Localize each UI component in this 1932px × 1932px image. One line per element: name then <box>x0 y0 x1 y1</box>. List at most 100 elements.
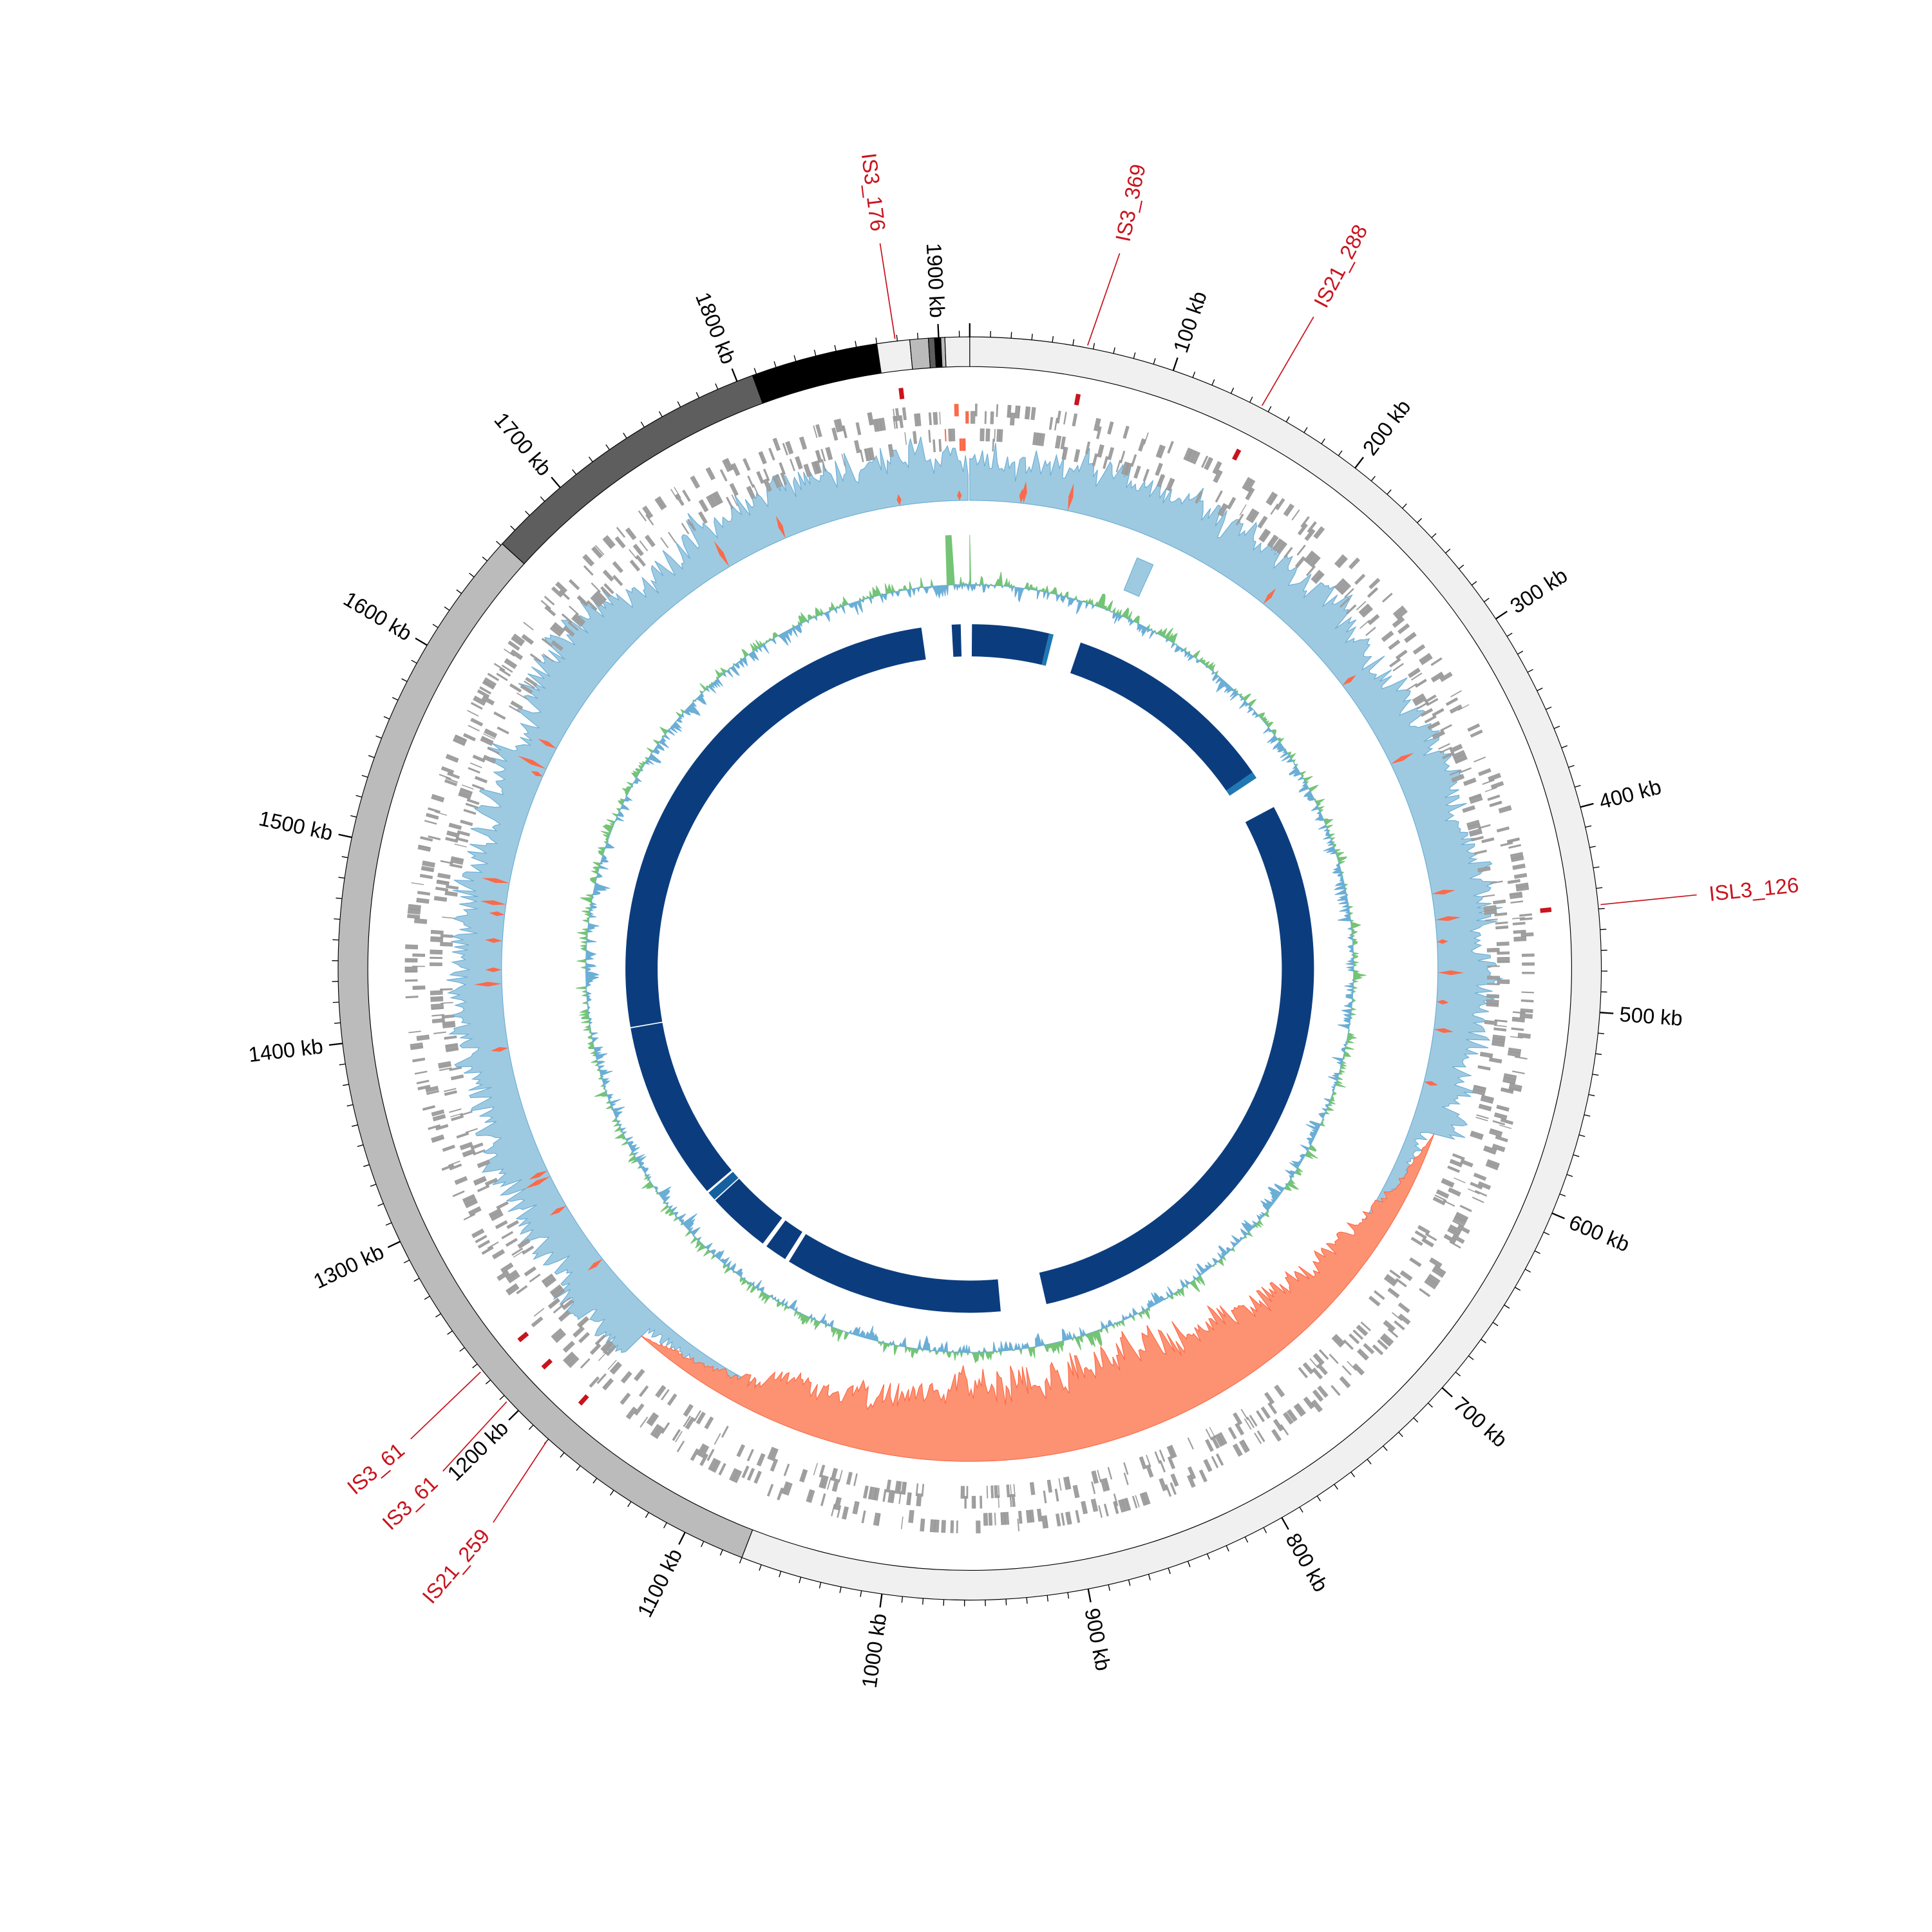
minor-tick <box>528 1425 534 1430</box>
major-tick <box>551 477 561 488</box>
tick-label: 1100 kb <box>632 1544 687 1620</box>
minor-tick <box>332 1001 339 1003</box>
minor-tick <box>1072 339 1075 346</box>
gc-content-above-mean <box>576 535 1367 1364</box>
is-element-marker <box>578 1394 589 1406</box>
minor-tick <box>677 401 681 408</box>
minor-tick <box>1133 352 1136 359</box>
major-tick <box>1441 1387 1453 1397</box>
minor-tick <box>1005 1598 1007 1605</box>
minor-tick <box>403 1260 410 1264</box>
major-tick <box>879 1593 883 1608</box>
minor-tick <box>1458 564 1464 569</box>
is-leader-line <box>410 1371 481 1440</box>
minor-tick <box>1148 1574 1151 1580</box>
contig-segment <box>752 343 882 404</box>
is-leader-line <box>442 1401 507 1472</box>
minor-tick <box>1338 450 1343 456</box>
major-tick <box>1495 611 1508 620</box>
minor-tick <box>1370 475 1376 482</box>
minor-tick <box>496 540 502 546</box>
minor-tick <box>1187 1561 1191 1567</box>
inner-ring-segment <box>951 624 962 657</box>
minor-tick <box>1546 706 1552 710</box>
is-leader-line <box>879 243 896 339</box>
minor-tick <box>1543 1231 1550 1235</box>
major-tick <box>1551 1212 1565 1220</box>
minor-tick <box>525 511 530 516</box>
minor-tick <box>334 918 341 920</box>
minor-tick <box>1593 866 1600 869</box>
is-leader-line <box>1261 316 1314 406</box>
tick-label: 400 kb <box>1596 774 1663 813</box>
minor-tick <box>1367 1459 1372 1464</box>
tick-label: 300 kb <box>1506 563 1571 618</box>
tick-label: 900 kb <box>1080 1606 1115 1672</box>
minor-tick <box>540 496 545 502</box>
inner-ring-segment <box>789 1234 1001 1313</box>
minor-tick <box>424 1296 430 1300</box>
minor-tick <box>663 1522 667 1529</box>
rna-genes <box>944 404 969 451</box>
tick-label: 1800 kb <box>691 289 741 368</box>
tick-label: 1600 kb <box>339 587 416 645</box>
minor-tick <box>435 1313 441 1318</box>
minor-tick <box>341 856 348 858</box>
minor-tick <box>1092 343 1095 350</box>
minor-tick <box>1226 1545 1229 1552</box>
major-tick <box>1354 457 1364 469</box>
minor-tick <box>834 345 837 352</box>
minor-tick <box>1455 1371 1461 1377</box>
major-tick <box>338 833 352 838</box>
tick-label: 1000 kb <box>857 1612 891 1689</box>
minor-tick <box>1398 1432 1403 1437</box>
tick-label: 1400 kb <box>247 1034 325 1067</box>
minor-tick <box>855 341 857 348</box>
gc-content-below-mean <box>585 583 1354 1354</box>
minor-tick <box>1153 358 1156 365</box>
minor-tick <box>432 623 439 629</box>
minor-tick <box>413 1278 420 1282</box>
major-tick <box>1172 357 1179 371</box>
minor-tick <box>385 1222 392 1226</box>
minor-tick <box>1244 1537 1249 1543</box>
minor-tick <box>560 1452 565 1458</box>
minor-tick <box>1249 396 1253 403</box>
contig-segment <box>909 337 931 370</box>
minor-tick <box>696 392 700 399</box>
minor-tick <box>813 350 817 356</box>
minor-tick <box>1431 533 1437 538</box>
minor-tick <box>1230 387 1235 394</box>
minor-tick <box>1046 1595 1048 1602</box>
minor-tick <box>485 1379 491 1385</box>
is-leader-line <box>1087 253 1121 346</box>
minor-tick <box>1192 372 1196 378</box>
minor-tick <box>759 1564 762 1571</box>
major-tick <box>1087 1588 1092 1603</box>
inner-ring-segment <box>971 624 1050 665</box>
inner-ring-segment <box>1226 772 1257 796</box>
minor-tick <box>1299 1506 1303 1513</box>
minor-tick <box>592 1478 598 1484</box>
minor-tick <box>1600 929 1607 931</box>
is-leader-line <box>1600 894 1697 905</box>
tick-label: 700 kb <box>1449 1392 1512 1452</box>
minor-tick <box>1108 1584 1110 1591</box>
minor-tick <box>1402 503 1407 509</box>
minor-tick <box>346 1104 354 1107</box>
tick-label: 800 kb <box>1281 1529 1333 1596</box>
minor-tick <box>1113 347 1115 354</box>
minor-tick <box>896 334 898 341</box>
contig-segment <box>944 336 971 368</box>
minor-tick <box>839 1586 842 1593</box>
minor-tick <box>640 421 645 428</box>
minor-tick <box>1598 1032 1605 1034</box>
contig-segment <box>876 339 913 374</box>
gc-content-peak <box>1123 557 1154 597</box>
is-element-marker <box>898 388 905 400</box>
minor-tick <box>411 659 417 664</box>
inner-ring-segment <box>766 1220 802 1260</box>
minor-tick <box>779 1571 782 1578</box>
is-element-marker <box>1232 448 1242 461</box>
